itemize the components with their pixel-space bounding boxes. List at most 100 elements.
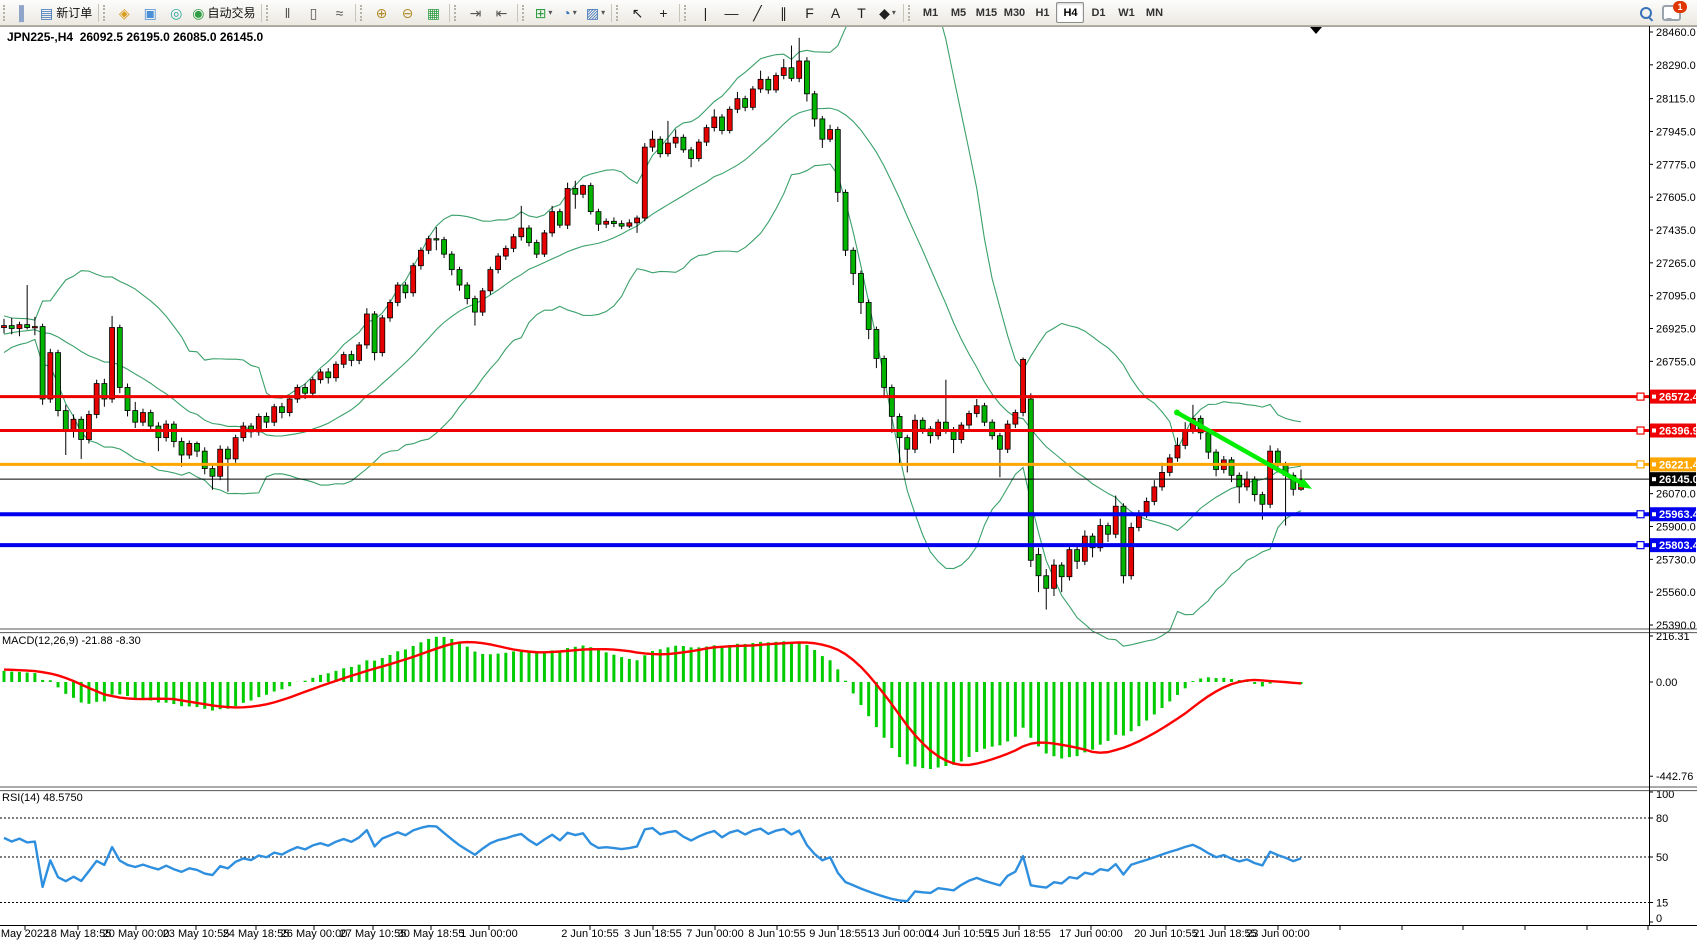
axis-label: 0.00: [1656, 677, 1677, 689]
bull-candle: [518, 227, 525, 238]
timeframe-m30-button[interactable]: M30: [1003, 6, 1026, 19]
trendline-icon: ╱: [753, 4, 762, 21]
axis-label: 27945.0: [1656, 126, 1696, 138]
bear-candle: [116, 327, 123, 388]
candlestick-chart-button[interactable]: ▯: [300, 1, 326, 25]
chat-icon[interactable]: 1: [1662, 0, 1687, 21]
bear-candle: [209, 468, 216, 477]
bull-candle: [309, 379, 316, 394]
axis-label: 26396.9: [1659, 426, 1697, 438]
axis-label: 25730.0: [1656, 554, 1696, 566]
cursor-icon: ↖: [631, 4, 644, 21]
bear-candle: [865, 302, 872, 330]
bull-candle: [186, 443, 193, 456]
timeframe-h4-button[interactable]: H4: [1056, 2, 1085, 23]
macd-pane: 216.31 0.00 -442.76: [2, 631, 1693, 783]
bear-candle: [611, 220, 617, 225]
bollinger-middle-band: [3, 107, 1302, 532]
cursor-button[interactable]: ↖: [624, 1, 650, 25]
axis-label: 26070.0: [1656, 489, 1696, 501]
bull-candle: [541, 232, 548, 255]
chart-shift-button[interactable]: ⇤: [488, 1, 514, 25]
auto-scroll-button[interactable]: ⇥: [462, 1, 488, 25]
bear-candle: [178, 441, 185, 456]
bear-candle: [556, 211, 563, 226]
tile-windows-button[interactable]: ▦: [420, 1, 446, 25]
bull-candle: [935, 421, 942, 437]
bear-candle: [572, 188, 579, 195]
trendline-arrow[interactable]: [1174, 409, 1312, 489]
search-icon[interactable]: [1640, 6, 1652, 19]
timeframe-w1-button[interactable]: W1: [1118, 6, 1135, 19]
bull-candle: [1066, 549, 1073, 578]
shapes-button[interactable]: ◆ ▾: [874, 1, 900, 25]
axis-label: 30 May 18:55: [398, 928, 465, 940]
macd-signal-line: [3, 640, 1302, 767]
bear-candle: [263, 415, 270, 423]
signals-icon-button[interactable]: ◎: [163, 1, 189, 25]
timeframe-d1-button[interactable]: D1: [1091, 6, 1106, 19]
axis-label: 14 Jun 10:55: [927, 928, 991, 940]
text-label-icon: T: [857, 4, 866, 21]
bull-candle: [16, 324, 23, 329]
bar-chart-button[interactable]: ‖: [274, 1, 300, 25]
axis-label: 2 Jun 10:55: [561, 928, 619, 940]
chart-region: 28460.0 28290.0 28115.0 27945.0 27775.0 27605…: [0, 26, 1697, 940]
new-order-button[interactable]: ▤ 新订单: [37, 1, 95, 25]
axis-label: 23 May 10:55: [163, 928, 230, 940]
chart-canvas[interactable]: 28460.0 28290.0 28115.0 27945.0 27775.0 27605…: [0, 26, 1697, 940]
terminals-icon-button[interactable]: ▣: [137, 1, 163, 25]
bull-candle: [363, 313, 370, 346]
clipped-icon[interactable]: ▌: [11, 1, 37, 25]
fibonacci-button[interactable]: F: [796, 1, 822, 25]
timeframe-mn-button[interactable]: MN: [1145, 6, 1164, 19]
zoom-out-button[interactable]: ⊖: [394, 1, 420, 25]
text-label-button[interactable]: T: [848, 1, 874, 25]
line-handle[interactable]: [1636, 426, 1645, 435]
axis-label: 80: [1656, 813, 1668, 825]
bear-candle: [927, 428, 934, 437]
bear-candle: [873, 329, 880, 359]
autotrading-button[interactable]: ◉ 自动交易: [189, 1, 258, 25]
zoom-in-button[interactable]: ⊕: [368, 1, 394, 25]
signals-icon-icon: ◎: [170, 4, 183, 21]
bear-candle: [1274, 450, 1281, 466]
bear-candle: [147, 412, 154, 427]
hline-button[interactable]: —: [718, 1, 744, 25]
price-label-box: [1650, 457, 1696, 472]
timeframe-h1-button[interactable]: H1: [1035, 6, 1050, 19]
bull-candle: [726, 108, 733, 131]
bull-candle: [140, 412, 146, 423]
periods-button[interactable]: ◔ ▾: [556, 1, 582, 25]
line-chart-button[interactable]: ≈: [326, 1, 352, 25]
price-label-box: [1650, 472, 1696, 487]
templates-button[interactable]: ▨ ▾: [582, 1, 608, 25]
price-label-notch: [1652, 543, 1656, 548]
bear-candle: [850, 249, 857, 274]
text-button[interactable]: A: [822, 1, 848, 25]
line-handle[interactable]: [1636, 541, 1645, 550]
new-chart-button[interactable]: ⊞ ▾: [530, 1, 556, 25]
axis-label: 27265.0: [1656, 258, 1696, 270]
bull-candle: [695, 141, 702, 159]
crosshair-button[interactable]: +: [650, 1, 676, 25]
channel-button[interactable]: ∥: [770, 1, 796, 25]
trendline-button[interactable]: ╱: [744, 1, 770, 25]
line-handle[interactable]: [1636, 510, 1645, 519]
bear-candle: [904, 437, 911, 450]
bear-candle: [1236, 474, 1243, 488]
bear-candle: [124, 387, 131, 411]
bull-candle: [649, 138, 656, 148]
timeframe-m15-button[interactable]: M15: [975, 6, 998, 19]
price-label-box: [1650, 507, 1696, 522]
line-handle[interactable]: [1636, 392, 1645, 401]
bear-candle: [1035, 554, 1042, 577]
bear-candle: [680, 136, 687, 151]
bear-candle: [24, 324, 31, 328]
timeframe-m1-button[interactable]: M1: [922, 6, 939, 19]
line-handle[interactable]: [1636, 460, 1645, 469]
package-icon-button[interactable]: ◈: [111, 1, 137, 25]
vline-button[interactable]: |: [692, 1, 718, 25]
timeframe-m5-button[interactable]: M5: [950, 6, 967, 19]
